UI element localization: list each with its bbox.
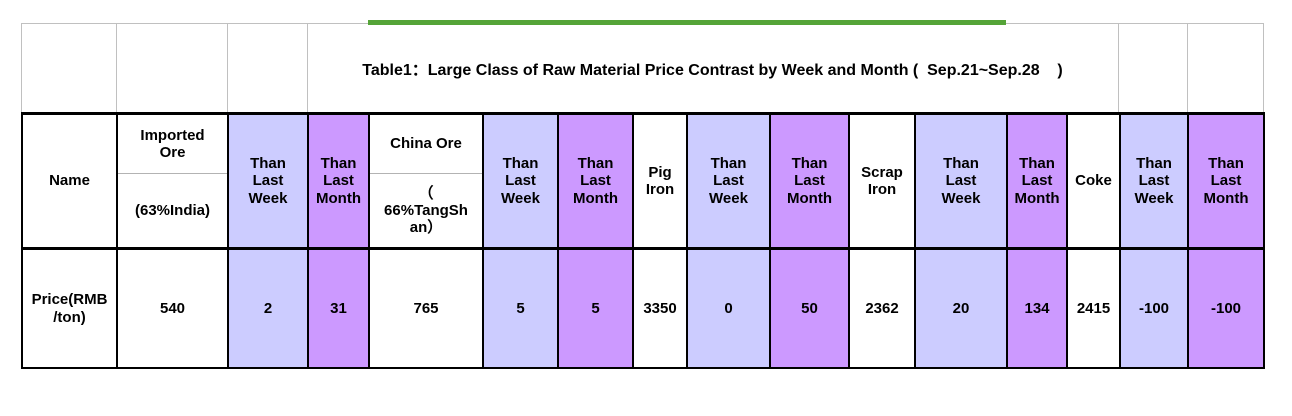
green-divider-line: [368, 20, 1006, 25]
raw-material-price-table: Name Imported Ore Than Last Week Than La…: [21, 112, 1265, 369]
header-imported-ore: Imported Ore: [116, 112, 229, 174]
header-china-than-last-month: Than Last Month: [557, 112, 634, 250]
cell-scrap-iron-week: 20: [914, 247, 1008, 369]
header-imported-than-last-week: Than Last Week: [227, 112, 309, 250]
header-pig-than-last-week: Than Last Week: [686, 112, 771, 250]
gridline-vertical: [227, 23, 228, 112]
cell-imported-ore-price: 540: [116, 247, 229, 369]
row-label-price: Price(RMB /ton): [21, 247, 118, 369]
gridline-vertical: [21, 23, 22, 112]
header-pig-than-last-month: Than Last Month: [769, 112, 850, 250]
cell-scrap-iron-month: 134: [1006, 247, 1068, 369]
header-coke: Coke: [1066, 112, 1121, 250]
gridline-vertical: [1118, 23, 1119, 112]
header-imported-than-last-month: Than Last Month: [307, 112, 370, 250]
cell-pig-iron-price: 3350: [632, 247, 688, 369]
header-china-than-last-week: Than Last Week: [482, 112, 559, 250]
header-row-top: Name Imported Ore Than Last Week Than La…: [21, 112, 1265, 250]
gridline-vertical: [116, 23, 117, 112]
header-china-ore: China Ore: [368, 112, 484, 174]
header-row-bottom: (63%India) （ 66%TangSh an）: [22, 173, 1264, 250]
header-pig-iron: Pig Iron: [632, 112, 688, 250]
header-coke-than-last-month: Than Last Month: [1187, 112, 1265, 250]
cell-coke-price: 2415: [1066, 247, 1121, 369]
header-scrap-than-last-month: Than Last Month: [1006, 112, 1068, 250]
cell-imported-ore-week: 2: [227, 247, 309, 369]
cell-coke-month: -100: [1187, 247, 1265, 369]
cell-pig-iron-week: 0: [686, 247, 771, 369]
header-coke-than-last-week: Than Last Week: [1119, 112, 1189, 250]
price-data-row: Price(RMB /ton) 540 2 31 765 5 5 3350 0 …: [21, 247, 1265, 369]
gridline-vertical: [307, 23, 308, 112]
cell-coke-week: -100: [1119, 247, 1189, 369]
table-title: Table1：Large Class of Raw Material Price…: [362, 61, 1063, 79]
header-imported-ore-spec: (63%India): [116, 173, 229, 250]
cell-pig-iron-month: 50: [769, 247, 850, 369]
header-scrap-than-last-week: Than Last Week: [914, 112, 1008, 250]
header-name: Name: [21, 112, 118, 250]
gridline-vertical: [1263, 23, 1264, 112]
cell-scrap-iron-price: 2362: [848, 247, 916, 369]
header-scrap-iron: Scrap Iron: [848, 112, 916, 250]
cell-china-ore-price: 765: [368, 247, 484, 369]
header-china-ore-spec: （ 66%TangSh an）: [368, 173, 484, 250]
cell-china-ore-month: 5: [557, 247, 634, 369]
cell-china-ore-week: 5: [482, 247, 559, 369]
gridline-vertical: [1187, 23, 1188, 112]
cell-imported-ore-month: 31: [307, 247, 370, 369]
